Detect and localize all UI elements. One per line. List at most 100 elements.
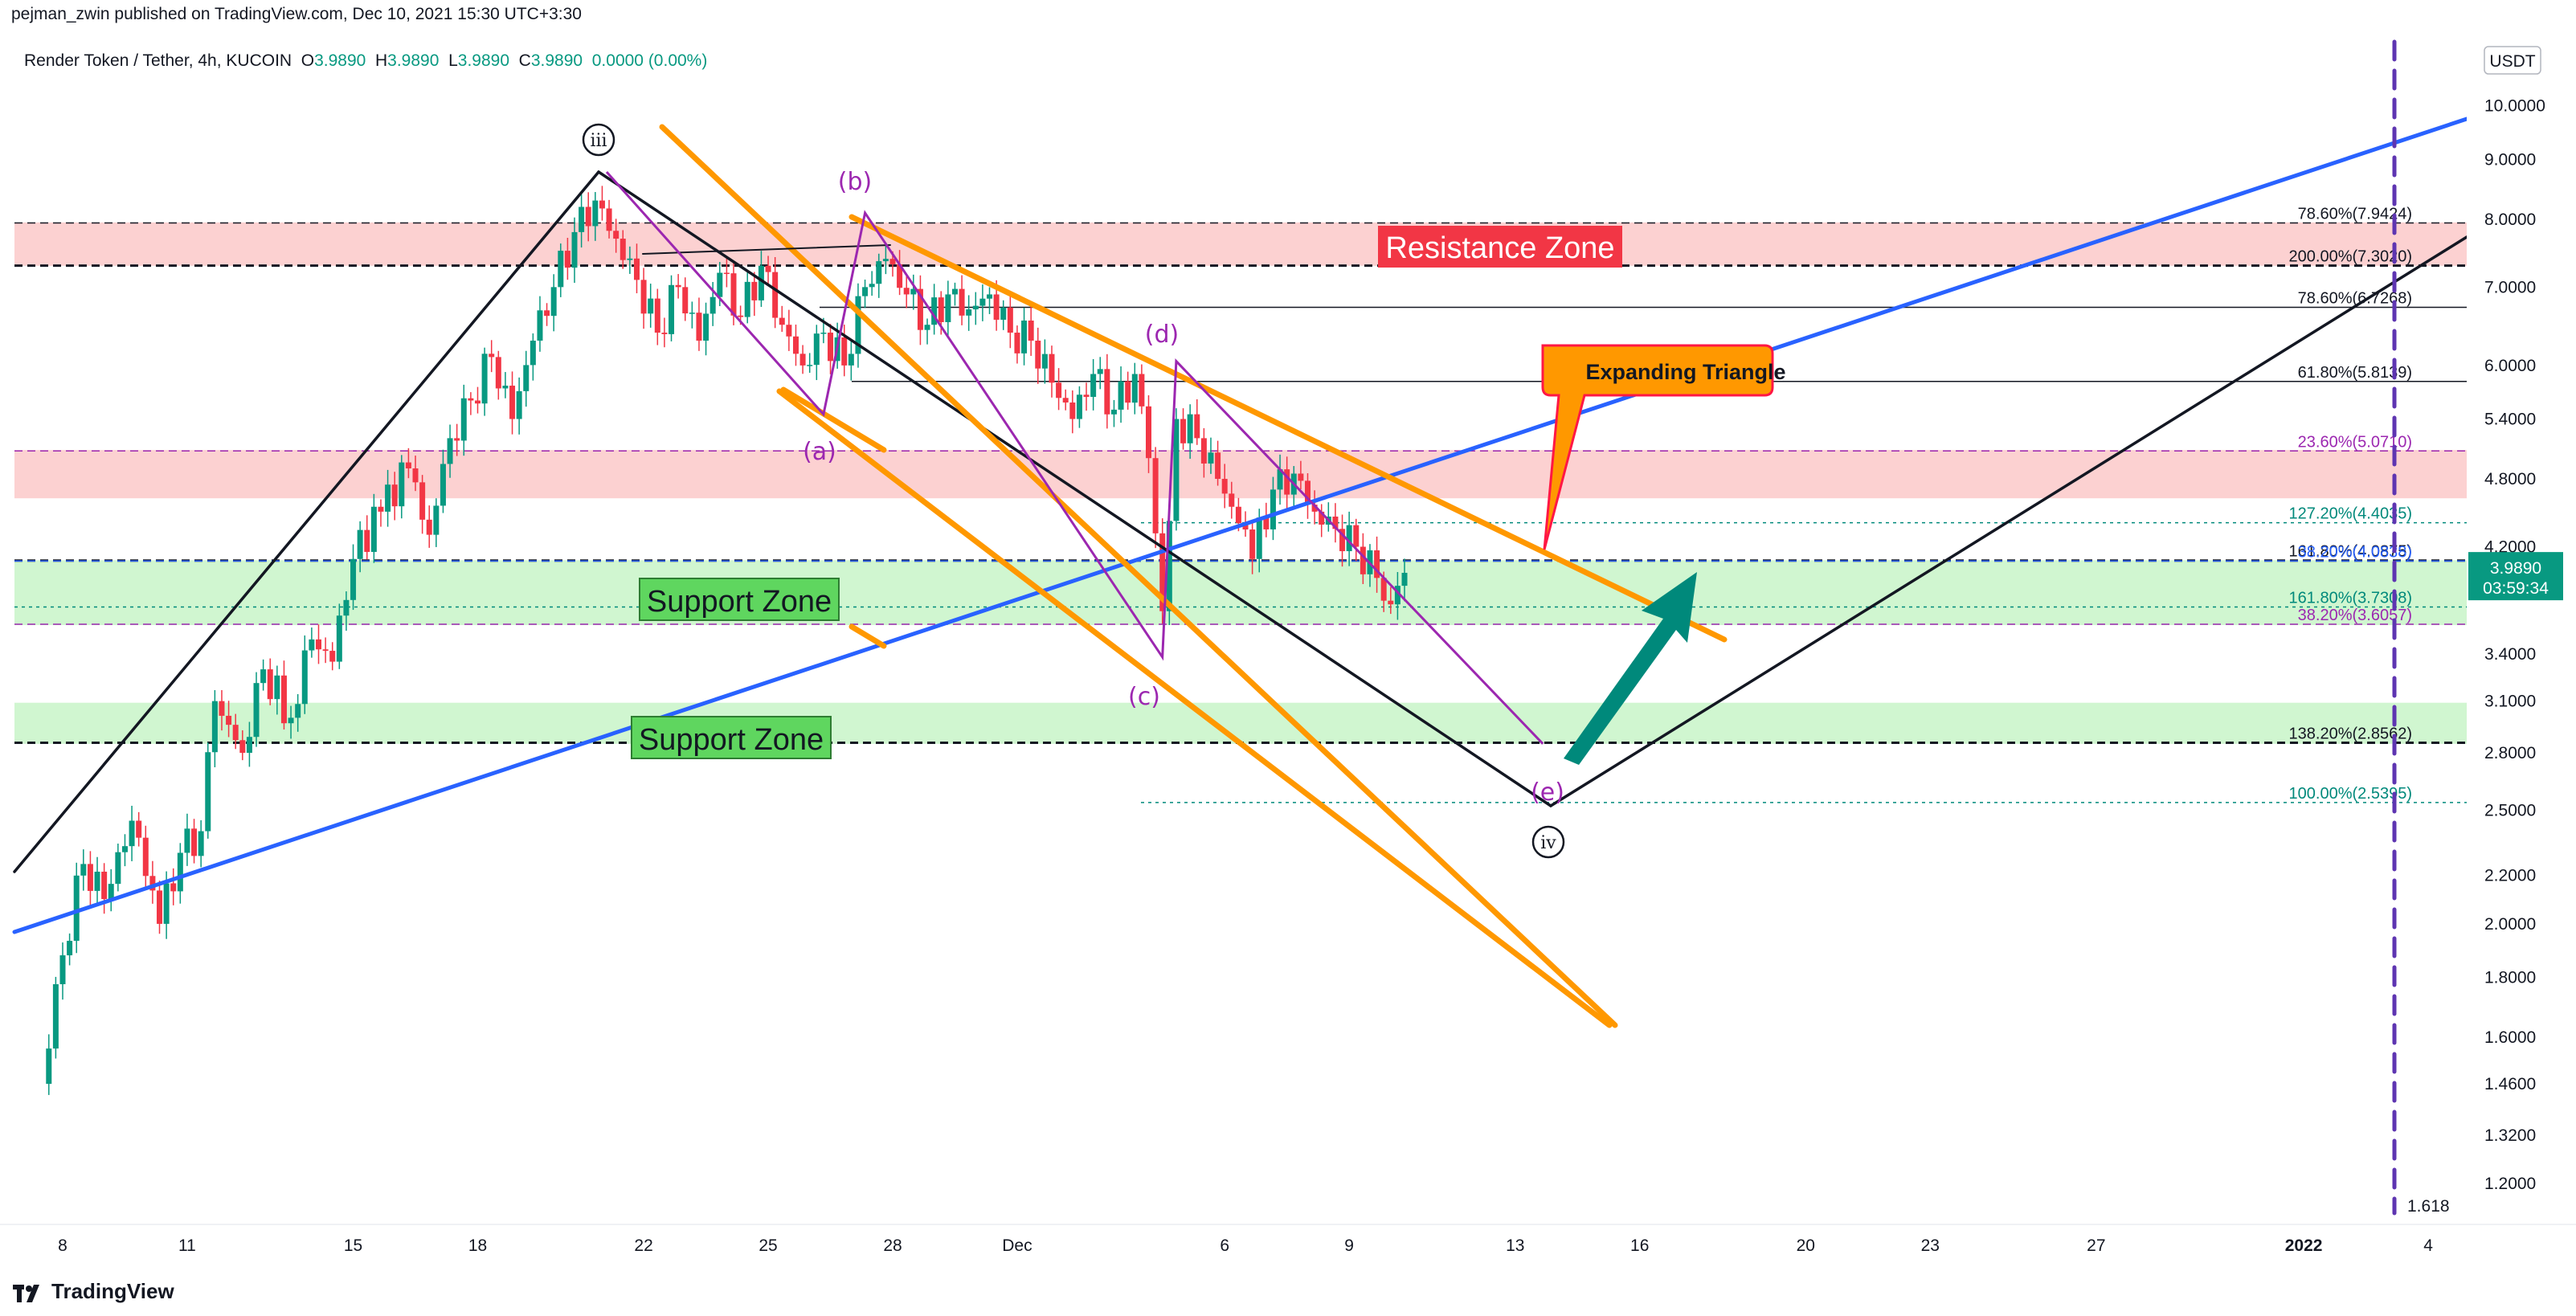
candle xyxy=(1284,456,1290,509)
candle-body xyxy=(191,828,198,856)
candle-body xyxy=(945,294,951,322)
tradingview-logo-icon xyxy=(13,1283,45,1302)
candle-body xyxy=(1166,521,1172,611)
candle-body xyxy=(1311,505,1318,512)
candle xyxy=(316,624,322,664)
candle xyxy=(322,637,329,664)
candle xyxy=(751,272,758,317)
tradingview-logo[interactable]: TradingView xyxy=(13,1279,174,1304)
candle xyxy=(1159,518,1166,624)
candle xyxy=(1090,358,1097,411)
candle xyxy=(606,199,612,239)
candle xyxy=(198,819,204,868)
candle-body xyxy=(301,650,308,705)
candle xyxy=(675,274,681,299)
candle-body xyxy=(579,206,585,232)
candle-body xyxy=(121,846,128,852)
candle-body xyxy=(343,599,350,616)
candle-body xyxy=(136,820,142,838)
candle xyxy=(703,302,709,356)
candle xyxy=(343,591,350,631)
candle xyxy=(385,469,391,527)
symbol-legend[interactable]: Render Token / Tether, 4h, KUCOIN O3.989… xyxy=(24,51,707,71)
candle xyxy=(1014,325,1020,364)
candle-body xyxy=(1401,572,1408,586)
candle xyxy=(191,819,198,864)
candle-body xyxy=(696,313,702,341)
candle xyxy=(157,881,163,934)
candle-body xyxy=(765,265,771,272)
candle xyxy=(260,659,267,691)
candle xyxy=(1104,354,1110,429)
currency-badge[interactable] xyxy=(2484,46,2541,75)
candle-body xyxy=(184,828,190,853)
candle-body xyxy=(1007,307,1013,333)
candle-body xyxy=(391,484,398,507)
candle-body xyxy=(475,400,480,404)
candle-body xyxy=(661,333,668,334)
candle-body xyxy=(129,820,135,847)
time-axis[interactable]: 8 11 15 18 22 25 28 Dec 6 9 13 16 20 23 27 2022 4 xyxy=(0,1224,2576,1255)
candle xyxy=(966,295,972,331)
wave-iii-label: iii xyxy=(590,131,607,151)
candle-body xyxy=(1200,438,1207,464)
candle xyxy=(489,340,495,373)
fib-label-1: 200.00%(7.3020) xyxy=(2289,248,2412,266)
candle-body xyxy=(792,336,799,354)
wave-iv-label: iv xyxy=(1540,833,1556,853)
candle xyxy=(924,318,930,345)
support-zone-label-1: Support Zone xyxy=(647,585,832,619)
candle-body xyxy=(322,649,329,652)
price-tick-12: 2.2000 xyxy=(2484,867,2536,885)
candle-body xyxy=(329,651,336,662)
candle xyxy=(280,660,287,730)
candle xyxy=(1388,586,1394,615)
candle-body xyxy=(1360,546,1366,574)
candle xyxy=(1131,362,1138,415)
candle-body xyxy=(738,315,744,317)
wave-iii-impulse-line xyxy=(13,170,600,873)
candle-body xyxy=(1014,333,1020,354)
candle xyxy=(627,246,633,274)
currency-label: USDT xyxy=(2489,52,2535,71)
candle xyxy=(177,843,183,904)
price-tick-2: 8.0000 xyxy=(2484,210,2536,229)
open-value: 3.9890 xyxy=(314,51,366,70)
candle-body xyxy=(758,265,764,300)
candle xyxy=(149,860,156,904)
time-tick-4: 22 xyxy=(634,1236,652,1255)
expanding-triangle-callout xyxy=(1541,344,1774,550)
candle-body xyxy=(142,837,149,877)
candle xyxy=(931,284,938,335)
candle xyxy=(654,288,660,345)
resistance-zone-label: Resistance Zone xyxy=(1385,231,1614,265)
candle xyxy=(274,665,280,715)
candle-body xyxy=(260,669,267,684)
candle xyxy=(405,448,411,479)
price-axis[interactable]: 10.0000 9.0000 8.0000 7.0000 6.0000 5.4000 4.8… xyxy=(2467,0,2576,1253)
candle-body xyxy=(1056,382,1062,398)
candle xyxy=(648,284,654,328)
candle-body xyxy=(509,386,516,419)
candle-body xyxy=(841,337,848,366)
candle xyxy=(640,268,647,329)
fib-label-6: 161.80%(4.0875) xyxy=(2289,543,2412,561)
candle-body xyxy=(558,251,564,288)
price-tick-6: 4.8000 xyxy=(2484,470,2536,488)
candle xyxy=(579,194,585,248)
candle xyxy=(309,627,315,658)
price-tick-8: 3.4000 xyxy=(2484,645,2536,664)
candle-body xyxy=(1139,374,1145,407)
candle xyxy=(1249,521,1256,574)
candle-body xyxy=(489,354,495,358)
candle-body xyxy=(654,298,660,333)
candle xyxy=(1305,472,1310,519)
candle-body xyxy=(157,890,163,924)
wave-iv-circle xyxy=(1531,825,1565,859)
candle xyxy=(115,844,121,892)
price-tick-7: 4.2000 xyxy=(2484,538,2536,557)
candle xyxy=(336,603,342,669)
candle xyxy=(1215,440,1221,486)
price-tick-16: 1.4600 xyxy=(2484,1075,2536,1093)
